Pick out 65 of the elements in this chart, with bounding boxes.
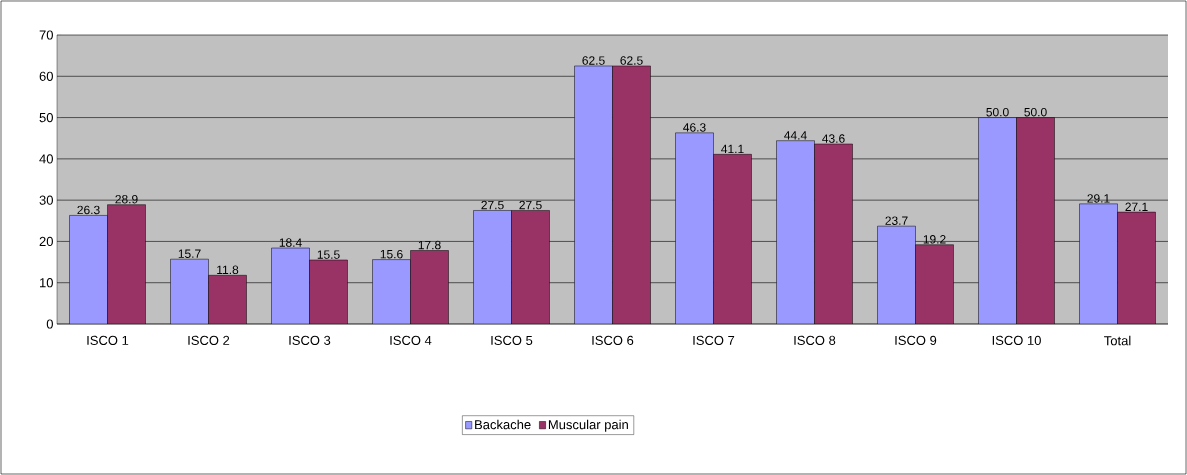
data-label: 50.0 — [1024, 107, 1047, 117]
bar — [69, 215, 108, 324]
x-tick-label: ISCO 1 — [87, 335, 129, 345]
bar — [675, 132, 714, 324]
data-label: 50.0 — [986, 107, 1009, 117]
data-label: 15.5 — [317, 250, 340, 259]
legend-label: Muscular pain — [548, 419, 628, 432]
bar — [915, 244, 954, 324]
y-tick-label: 50 — [39, 112, 53, 123]
bar — [574, 65, 613, 324]
x-tick-label: ISCO 10 — [992, 335, 1041, 345]
data-label: 27.5 — [481, 200, 504, 210]
data-label: 19.2 — [923, 235, 946, 244]
bar — [208, 275, 247, 324]
bar — [271, 247, 310, 324]
x-tick-label: ISCO 4 — [390, 335, 432, 345]
data-label: 41.1 — [721, 144, 744, 154]
data-label: 46.3 — [683, 123, 706, 132]
y-tick-label: 30 — [39, 195, 53, 205]
x-tick-label: ISCO 8 — [794, 335, 836, 345]
bar — [713, 154, 752, 324]
bar — [372, 259, 411, 324]
bar — [877, 225, 916, 324]
data-label: 26.3 — [77, 205, 100, 215]
data-label: 28.9 — [115, 194, 138, 204]
data-label: 29.1 — [1087, 194, 1110, 203]
bar — [170, 258, 209, 324]
bar — [814, 143, 853, 324]
data-label: 62.5 — [620, 56, 643, 65]
x-tick-label: Total — [1104, 335, 1131, 346]
x-tick-label: ISCO 6 — [592, 335, 634, 345]
y-tick-label: 10 — [40, 278, 53, 288]
data-label: 15.6 — [380, 249, 403, 259]
y-tick-label: 60 — [39, 71, 53, 81]
data-label: 17.8 — [418, 240, 441, 250]
legend-label: Backache — [475, 419, 531, 430]
data-label: 11.8 — [217, 265, 239, 275]
x-tick-label: ISCO 9 — [895, 335, 937, 345]
bar — [1117, 211, 1156, 324]
y-tick-label: 70 — [39, 30, 53, 40]
data-label: 27.1 — [1125, 202, 1148, 211]
bar — [612, 65, 651, 324]
data-label: 62.5 — [582, 56, 605, 65]
bar — [107, 204, 146, 324]
bar — [309, 259, 348, 324]
x-tick-label: ISCO 7 — [693, 335, 735, 345]
data-label: 43.6 — [822, 134, 845, 143]
bar — [511, 210, 550, 324]
data-label: 23.7 — [885, 216, 908, 225]
y-tick-label: 0 — [46, 319, 53, 329]
bar — [776, 140, 815, 324]
data-label: 15.7 — [178, 249, 201, 258]
x-tick-label: ISCO 3 — [289, 335, 331, 345]
bar — [978, 117, 1017, 324]
data-label: 18.4 — [279, 238, 302, 247]
bar — [1079, 203, 1118, 324]
bar — [1016, 117, 1055, 324]
x-tick-label: ISCO 5 — [491, 335, 533, 345]
x-tick-label: ISCO 2 — [188, 335, 230, 345]
data-label: 27.5 — [519, 200, 542, 210]
y-tick-label: 20 — [39, 236, 53, 247]
bar — [473, 210, 512, 324]
y-tick-label: 40 — [39, 154, 53, 164]
bar — [410, 250, 449, 324]
data-label: 44.4 — [784, 131, 807, 140]
